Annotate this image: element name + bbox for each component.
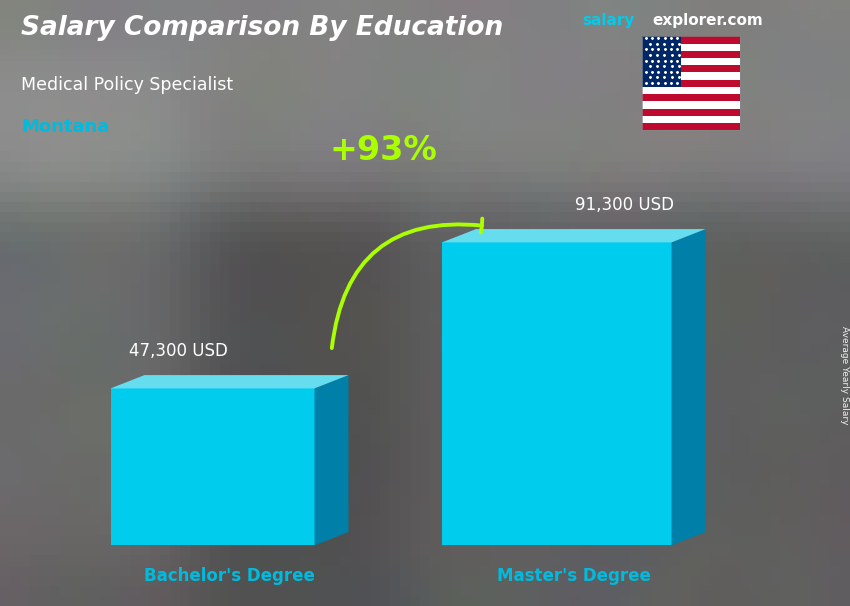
Bar [110, 388, 314, 545]
Bar [642, 94, 740, 101]
Text: Average Yearly Salary: Average Yearly Salary [840, 327, 848, 425]
Polygon shape [110, 375, 348, 388]
Bar [642, 80, 740, 87]
Bar [642, 36, 740, 44]
Text: 47,300 USD: 47,300 USD [129, 342, 228, 360]
Text: 91,300 USD: 91,300 USD [575, 196, 674, 214]
Text: Montana: Montana [21, 118, 110, 136]
Bar [642, 36, 681, 87]
Text: +93%: +93% [330, 134, 438, 167]
Text: Medical Policy Specialist: Medical Policy Specialist [21, 76, 234, 94]
Bar [642, 101, 740, 108]
Bar [642, 58, 740, 65]
Polygon shape [314, 375, 348, 545]
Bar [642, 73, 740, 80]
Bar [642, 87, 740, 94]
Bar [642, 36, 740, 130]
Bar [642, 108, 740, 116]
Bar [642, 116, 740, 123]
Text: Salary Comparison By Education: Salary Comparison By Education [21, 15, 503, 41]
Text: salary: salary [582, 13, 635, 28]
Bar [642, 44, 740, 51]
Text: explorer.com: explorer.com [652, 13, 762, 28]
Polygon shape [442, 229, 706, 242]
Polygon shape [672, 229, 705, 545]
Bar [442, 242, 672, 545]
Bar [642, 51, 740, 58]
Text: Master's Degree: Master's Degree [496, 567, 651, 585]
Bar [642, 123, 740, 130]
Text: Bachelor's Degree: Bachelor's Degree [144, 567, 315, 585]
Bar [642, 65, 740, 73]
